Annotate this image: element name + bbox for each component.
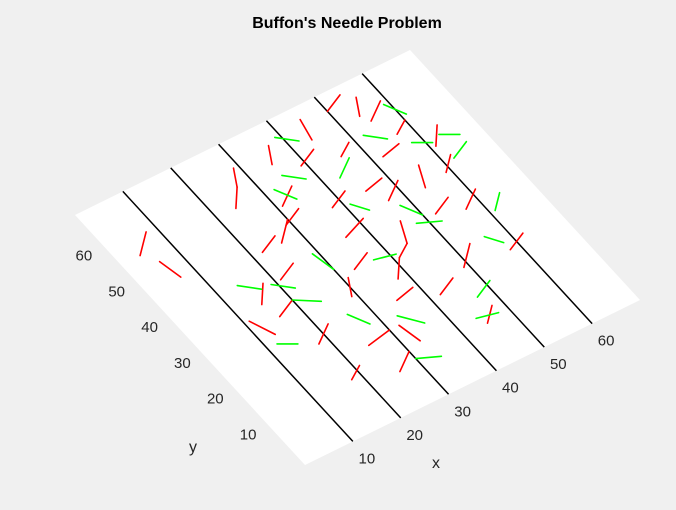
needle-s2-18 [339, 157, 351, 179]
needle-s1-21 [382, 142, 400, 158]
needle-s1-24 [370, 100, 382, 122]
needle-s2-21 [273, 136, 300, 142]
needle-s1-3 [260, 282, 264, 306]
needle-s1-16 [399, 220, 408, 245]
parallel-line-2 [170, 167, 402, 419]
needle-s1-4 [248, 320, 277, 336]
needle-s2-14 [291, 299, 323, 303]
needles [139, 94, 524, 381]
needle-s2-11 [475, 311, 500, 320]
y-tick-label: 40 [141, 319, 158, 336]
needle-s1-41 [278, 299, 294, 318]
needle-s1-25 [435, 124, 438, 147]
needle-s2-9 [453, 140, 468, 159]
plot-plane [75, 50, 640, 465]
needle-s1-39 [350, 364, 361, 381]
needle-s2-8 [382, 103, 408, 115]
needle-s1-17 [331, 190, 346, 209]
needle-s2-7 [362, 134, 389, 140]
needle-s1-27 [463, 242, 471, 269]
needle-s1-29 [396, 286, 414, 302]
needle-s1-13 [353, 252, 368, 271]
x-tick-label: 30 [454, 403, 471, 420]
needle-s2-22 [346, 313, 371, 325]
needle-s1-31 [232, 167, 238, 188]
y-tick-labels: 10 20 30 40 50 60 [76, 248, 257, 444]
parallel-line-1 [122, 190, 354, 442]
needle-s2-17 [399, 204, 424, 216]
y-tick-label: 50 [108, 283, 125, 300]
needle-s2-6 [349, 203, 371, 211]
needle-s1-20 [299, 118, 313, 141]
needle-s1-19 [340, 141, 350, 158]
x-tick-labels: 10 20 30 40 50 60 [359, 333, 615, 468]
needle-s1-15 [397, 256, 401, 280]
y-tick-label: 20 [207, 391, 224, 408]
y-tick-label: 10 [240, 426, 257, 443]
needle-s1-42 [434, 196, 449, 215]
needle-s2-4 [281, 174, 307, 180]
y-tick-label: 30 [174, 355, 191, 372]
x-tick-label: 10 [359, 450, 376, 467]
needle-s1-30 [347, 276, 353, 298]
needle-s1-18 [387, 179, 399, 202]
needle-s1-45 [445, 153, 452, 174]
needle-s1-11 [235, 186, 238, 210]
x-tick-label: 50 [550, 356, 567, 373]
needle-s1-36 [285, 207, 300, 226]
needle-s2-1 [270, 283, 297, 289]
needle-s2-12 [414, 355, 443, 360]
needle-s1-9 [279, 262, 295, 281]
y-tick-label: 60 [76, 248, 93, 265]
needle-s2-10 [415, 220, 443, 225]
needle-s1-5 [318, 323, 329, 345]
needle-s1-34 [355, 96, 361, 118]
needle-s2-3 [311, 253, 335, 271]
needle-s1-32 [300, 148, 315, 167]
x-tick-label: 60 [598, 333, 615, 350]
needle-s1-33 [326, 94, 341, 113]
x-tick-label: 20 [406, 427, 423, 444]
needle-s2-19 [494, 191, 501, 212]
needle-s2-24 [476, 279, 491, 298]
needle-s1-26 [509, 232, 524, 251]
needle-s1-6 [367, 329, 391, 347]
needle-s2-15 [372, 253, 397, 261]
needle-s1-22 [417, 164, 427, 189]
needle-s1-40 [399, 350, 410, 373]
needle-s1-1 [139, 231, 147, 257]
needle-s1-43 [365, 177, 383, 192]
x-axis-label: x [432, 455, 440, 472]
needle-s2-2 [396, 314, 426, 324]
needle-s2-5 [273, 188, 298, 200]
needle-s1-7 [398, 324, 422, 342]
needle-s1-44 [396, 119, 406, 135]
needle-s1-12 [281, 185, 293, 207]
needle-s1-37 [398, 242, 408, 259]
needle-s2-13 [236, 284, 263, 291]
needle-s1-28 [439, 277, 454, 296]
parallel-line-6 [361, 73, 593, 325]
x-tick-label: 40 [502, 380, 519, 397]
chart-title: Buffon's Needle Problem [252, 15, 442, 32]
needle-s1-2 [158, 260, 182, 278]
y-axis-label: y [189, 439, 197, 456]
needle-s1-23 [465, 188, 477, 210]
needle-s1-14 [345, 217, 365, 239]
needle-s1-38 [261, 235, 276, 254]
needle-s2-16 [483, 235, 505, 244]
needle-s1-35 [267, 144, 273, 166]
